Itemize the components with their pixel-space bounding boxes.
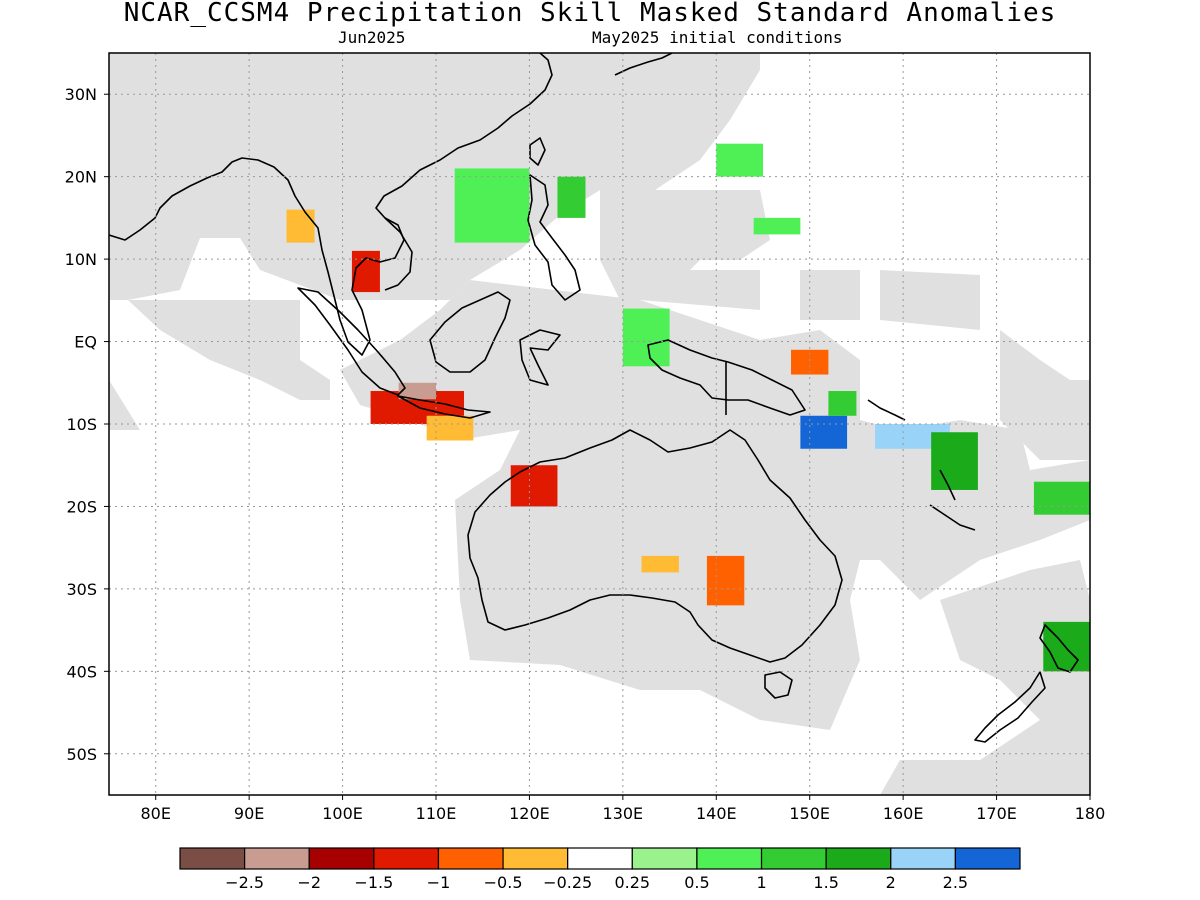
colorbar-swatch-3 <box>373 847 440 870</box>
coast-asia <box>109 53 553 356</box>
mask-region-3 <box>340 280 1090 730</box>
colorbar-swatch-2 <box>308 847 375 870</box>
colorbar-label-10: 2 <box>886 873 896 892</box>
mask-region-5 <box>640 270 760 310</box>
lat-tick-label-0: 30N <box>65 85 97 104</box>
lon-tick-label-8: 160E <box>883 804 924 823</box>
coast-vanuatu <box>939 469 956 501</box>
colorbar-swatch-0 <box>179 847 246 870</box>
anomaly-region-19 <box>828 391 857 416</box>
coast-sulawesi <box>519 329 561 386</box>
init-conditions: May2025 initial conditions <box>592 28 843 47</box>
lat-tick-label-5: 20S <box>66 497 97 516</box>
lon-tick-label-7: 150E <box>789 804 830 823</box>
colorbar-label-9: 1.5 <box>813 873 838 892</box>
anomaly-region-4 <box>286 209 315 243</box>
lon-tick-label-6: 140E <box>696 804 737 823</box>
lat-tick-label-4: 10S <box>66 415 97 434</box>
anomaly-layer <box>286 143 1090 672</box>
anomaly-region-1 <box>398 382 436 400</box>
coast-borneo <box>429 291 511 373</box>
colorbar-label-1: −2 <box>297 873 321 892</box>
lat-tick-label-7: 40S <box>66 662 97 681</box>
coast-new-caledonia <box>929 504 976 531</box>
colorbar-swatch-10 <box>825 847 892 870</box>
lat-tick-label-3: EQ <box>74 333 97 352</box>
anomaly-region-15 <box>716 143 763 177</box>
coast-tasmania <box>764 671 793 699</box>
colorbar-swatch-9 <box>760 847 827 870</box>
colorbar: −2.5 −2 −1.5 −1 −0.5 −0.25 0.25 0.5 1 1.5 2 2.5 <box>179 847 1021 892</box>
colorbar-swatch-12 <box>954 847 1021 870</box>
anomaly-region-17 <box>622 308 670 367</box>
coast-taiwan <box>529 137 546 166</box>
coast-new-guinea <box>647 339 806 416</box>
colorbar-swatch-11 <box>890 847 956 870</box>
lat-tick-label-6: 30S <box>66 580 97 599</box>
colorbar-swatch-6 <box>567 847 633 870</box>
colorbar-label-3: −1 <box>427 873 451 892</box>
coast-japan <box>614 53 673 76</box>
map-title: NCAR_CCSM4 Precipitation Skill Masked St… <box>123 0 1057 28</box>
colorbar-label-8: 1 <box>756 873 766 892</box>
colorbar-swatch-5 <box>502 847 569 870</box>
anomaly-region-7 <box>641 555 679 573</box>
lon-tick-label-5: 130E <box>603 804 644 823</box>
colorbar-swatch-8 <box>696 847 763 870</box>
lon-tick-label-9: 170E <box>976 804 1017 823</box>
anomaly-region-16 <box>753 217 801 235</box>
lat-tick-label-1: 20N <box>65 168 97 187</box>
colorbar-label-4: −0.5 <box>484 873 523 892</box>
lon-tick-label-3: 110E <box>416 804 457 823</box>
colorbar-label-7: 0.5 <box>684 873 709 892</box>
mask-region-9 <box>1000 330 1090 460</box>
colorbar-label-2: −1.5 <box>354 873 393 892</box>
anomaly-region-2 <box>426 415 474 441</box>
lat-tick-label-8: 50S <box>66 745 97 764</box>
colorbar-swatch-4 <box>437 847 504 870</box>
lon-tick-label-1: 90E <box>234 804 264 823</box>
coast-java <box>397 395 491 419</box>
coast-solomon <box>867 399 906 421</box>
anomaly-region-5 <box>510 465 558 507</box>
mask-region-7 <box>880 560 1090 795</box>
anomaly-region-13 <box>557 176 586 218</box>
colorbar-label-6: 0.25 <box>614 873 650 892</box>
coast-vietnam <box>384 217 413 291</box>
anomaly-region-10 <box>931 432 978 490</box>
anomaly-region-8 <box>800 415 848 449</box>
colorbar-label-0: −2.5 <box>225 873 264 892</box>
skill-mask-layer <box>109 53 1090 795</box>
longitude-ticks: 80E 90E 100E 110E 120E 130E 140E 150E 160E 170E 18… <box>140 795 1105 823</box>
valid-month: Jun2025 <box>338 28 406 47</box>
coast-australia <box>467 429 843 663</box>
mask-region-6 <box>800 270 860 320</box>
lon-tick-label-4: 120E <box>509 804 550 823</box>
lat-tick-label-2: 10N <box>65 250 97 269</box>
colorbar-label-11: 2.5 <box>943 873 968 892</box>
colorbar-swatch-7 <box>631 847 698 870</box>
graticule <box>109 53 1090 795</box>
coast-nz-south <box>974 671 1046 743</box>
mask-region-8 <box>109 380 140 430</box>
mask-region-4 <box>880 270 980 330</box>
anomaly-region-6 <box>706 555 745 606</box>
lon-tick-label-0: 80E <box>140 804 170 823</box>
coastline-layer <box>109 53 1079 743</box>
coast-sumatra <box>297 287 406 396</box>
coast-philippines <box>527 174 581 301</box>
colorbar-label-5: −0.25 <box>543 873 592 892</box>
coast-nz-north <box>1039 624 1079 673</box>
colorbar-swatch-1 <box>244 847 310 870</box>
lon-tick-label-10: 180 <box>1075 804 1106 823</box>
anomaly-region-12 <box>1033 481 1090 515</box>
mask-region-2 <box>128 300 330 400</box>
latitude-ticks: 30N 20N 10N EQ 10S 20S 30S 40S 50S <box>65 85 109 764</box>
lon-tick-label-2: 100E <box>322 804 363 823</box>
anomaly-region-14 <box>454 168 530 243</box>
